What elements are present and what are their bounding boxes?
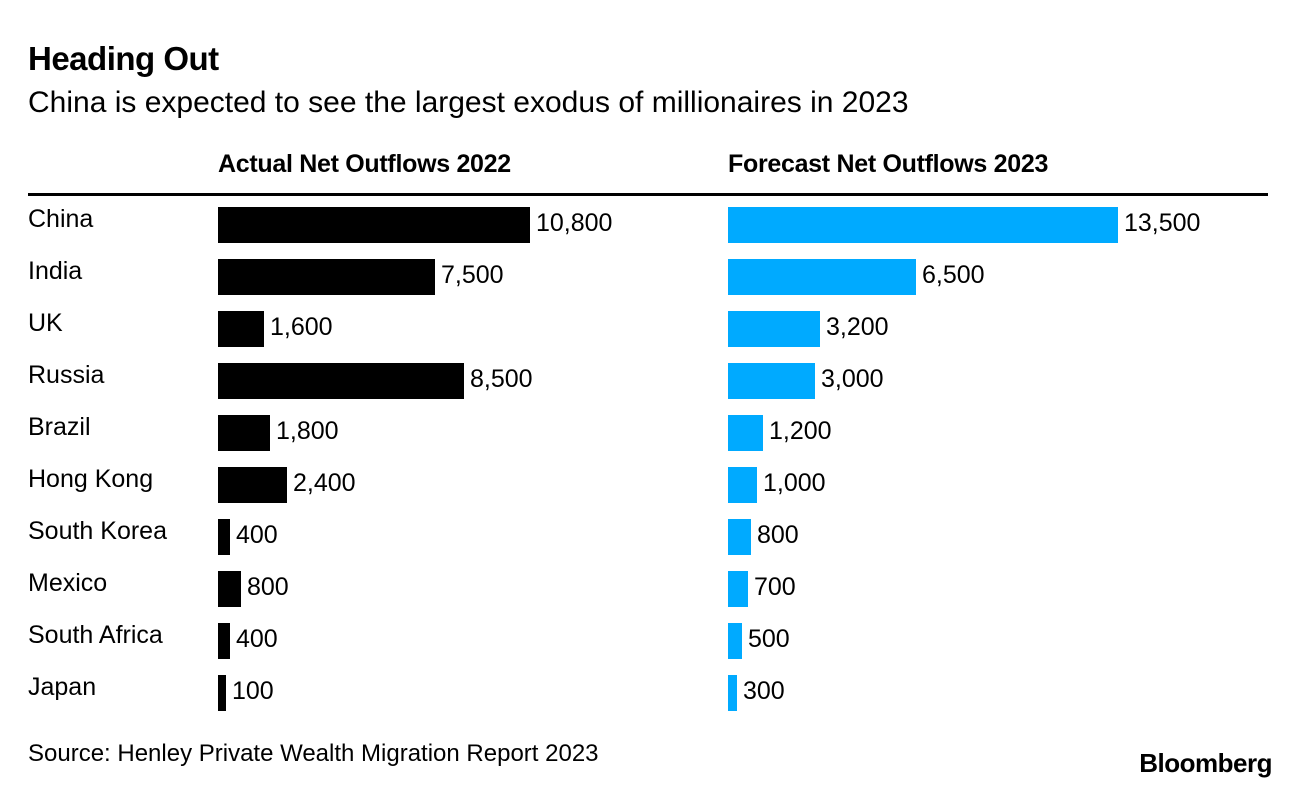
chart-title: Heading Out [28, 40, 219, 77]
actual-value-label: 400 [236, 521, 278, 549]
source-note: Source: Henley Private Wealth Migration … [28, 740, 599, 767]
forecast-value-label: 300 [743, 677, 785, 705]
chart-subtitle: China is expected to see the largest exo… [28, 86, 909, 119]
header-rule [28, 193, 1268, 196]
actual-value-label: 2,400 [293, 469, 356, 497]
forecast-value-label: 6,500 [922, 261, 985, 289]
forecast-value-label: 3,200 [826, 313, 889, 341]
country-label: Hong Kong [28, 465, 154, 493]
country-label: Mexico [28, 569, 108, 597]
forecast-value-label: 700 [754, 573, 796, 601]
forecast-bar [728, 311, 820, 347]
forecast-value-label: 500 [748, 625, 790, 653]
forecast-bar [728, 571, 748, 607]
forecast-value-label: 3,000 [821, 365, 884, 393]
forecast-bar [728, 467, 757, 503]
forecast-value-label: 800 [757, 521, 799, 549]
forecast-value-label: 1,200 [769, 417, 832, 445]
forecast-value-label: 1,000 [763, 469, 826, 497]
country-label: UK [28, 309, 63, 337]
actual-value-label: 1,800 [276, 417, 339, 445]
actual-bar [218, 467, 287, 503]
actual-bar [218, 415, 270, 451]
forecast-bar [728, 519, 751, 555]
actual-bar [218, 571, 241, 607]
forecast-bar [728, 363, 815, 399]
actual-column-header: Actual Net Outflows 2022 [218, 150, 511, 178]
actual-bar [218, 363, 464, 399]
forecast-value-label: 13,500 [1124, 209, 1201, 237]
actual-bar [218, 623, 230, 659]
actual-bar [218, 207, 530, 243]
forecast-column-header: Forecast Net Outflows 2023 [728, 150, 1049, 178]
actual-bar [218, 519, 230, 555]
actual-value-label: 7,500 [441, 261, 504, 289]
country-label: Brazil [28, 413, 91, 441]
country-label: Russia [28, 361, 105, 389]
actual-value-label: 10,800 [536, 209, 613, 237]
country-label: South Africa [28, 621, 163, 649]
country-label: South Korea [28, 517, 167, 545]
actual-bar [218, 259, 435, 295]
forecast-bar [728, 207, 1118, 243]
actual-value-label: 400 [236, 625, 278, 653]
actual-value-label: 800 [247, 573, 289, 601]
country-label: China [28, 205, 94, 233]
actual-bar [218, 311, 264, 347]
forecast-bar [728, 675, 737, 711]
actual-value-label: 8,500 [470, 365, 533, 393]
forecast-bar [728, 259, 916, 295]
country-label: Japan [28, 673, 97, 701]
actual-bar [218, 675, 226, 711]
country-label: India [28, 257, 83, 285]
actual-value-label: 1,600 [270, 313, 333, 341]
actual-value-label: 100 [232, 677, 274, 705]
bloomberg-logo: Bloomberg [1139, 748, 1272, 778]
forecast-bar [728, 415, 763, 451]
forecast-bar [728, 623, 742, 659]
